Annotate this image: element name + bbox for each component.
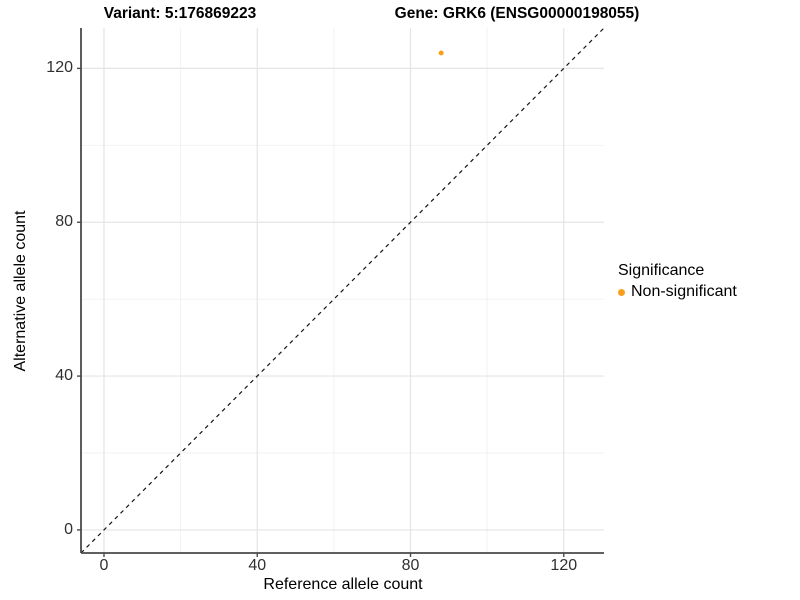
x-tick-label: 120 — [550, 557, 578, 574]
data-point — [438, 50, 444, 56]
legend-item-label: Non-significant — [631, 283, 737, 300]
y-axis-title: Alternative allele count — [12, 210, 29, 372]
x-tick-label: 0 — [99, 557, 109, 574]
y-tick-label: 120 — [46, 59, 73, 77]
x-tick-label: 80 — [401, 557, 420, 574]
x-axis-title: Reference allele count — [263, 576, 423, 593]
y-tick-label: 40 — [55, 367, 73, 385]
non-significant-dot-icon — [618, 288, 625, 296]
legend-title: Significance — [618, 262, 705, 279]
plot-panel — [77, 27, 605, 557]
gene-title: Gene: GRK6 (ENSG00000198055) — [394, 5, 640, 22]
plot-area-svg — [77, 27, 605, 557]
legend-item-non-significant: Non-significant — [618, 283, 737, 301]
y-tick-label: 80 — [55, 213, 73, 231]
x-tick-label: 40 — [248, 557, 267, 574]
variant-title: Variant: 5:176869223 — [103, 5, 257, 22]
identity-line — [80, 27, 605, 554]
y-tick-label: 0 — [64, 520, 73, 538]
legend: Significance Non-significant — [618, 262, 737, 301]
